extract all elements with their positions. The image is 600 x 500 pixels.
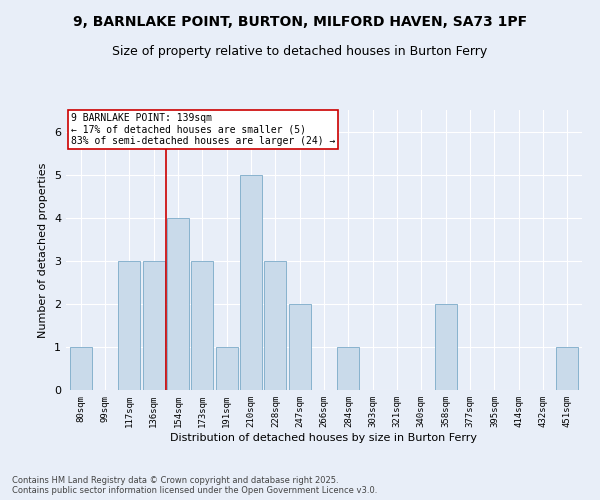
Bar: [556, 347, 578, 390]
Bar: [289, 304, 311, 390]
Bar: [167, 218, 189, 390]
Bar: [337, 347, 359, 390]
Text: Contains HM Land Registry data © Crown copyright and database right 2025.
Contai: Contains HM Land Registry data © Crown c…: [12, 476, 377, 495]
Text: 9 BARNLAKE POINT: 139sqm
← 17% of detached houses are smaller (5)
83% of semi-de: 9 BARNLAKE POINT: 139sqm ← 17% of detach…: [71, 113, 335, 146]
Bar: [265, 261, 286, 390]
Bar: [118, 261, 140, 390]
Bar: [143, 261, 164, 390]
Y-axis label: Number of detached properties: Number of detached properties: [38, 162, 49, 338]
Bar: [215, 347, 238, 390]
Bar: [435, 304, 457, 390]
Text: Size of property relative to detached houses in Burton Ferry: Size of property relative to detached ho…: [112, 45, 488, 58]
Text: 9, BARNLAKE POINT, BURTON, MILFORD HAVEN, SA73 1PF: 9, BARNLAKE POINT, BURTON, MILFORD HAVEN…: [73, 15, 527, 29]
Bar: [240, 174, 262, 390]
X-axis label: Distribution of detached houses by size in Burton Ferry: Distribution of detached houses by size …: [170, 432, 478, 442]
Bar: [191, 261, 213, 390]
Bar: [70, 347, 92, 390]
